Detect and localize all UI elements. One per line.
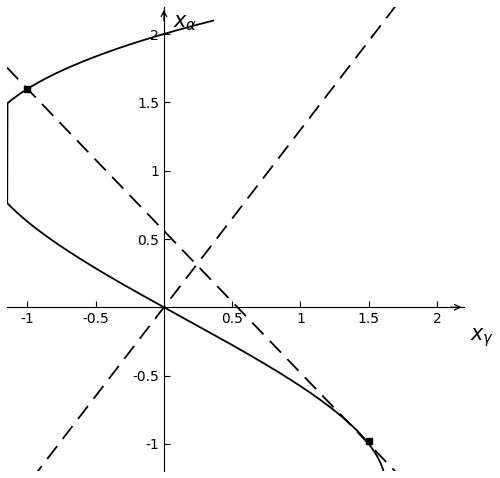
Text: $x_{\gamma}$: $x_{\gamma}$ — [470, 326, 494, 348]
Text: $x_{\alpha}$: $x_{\alpha}$ — [174, 14, 198, 33]
